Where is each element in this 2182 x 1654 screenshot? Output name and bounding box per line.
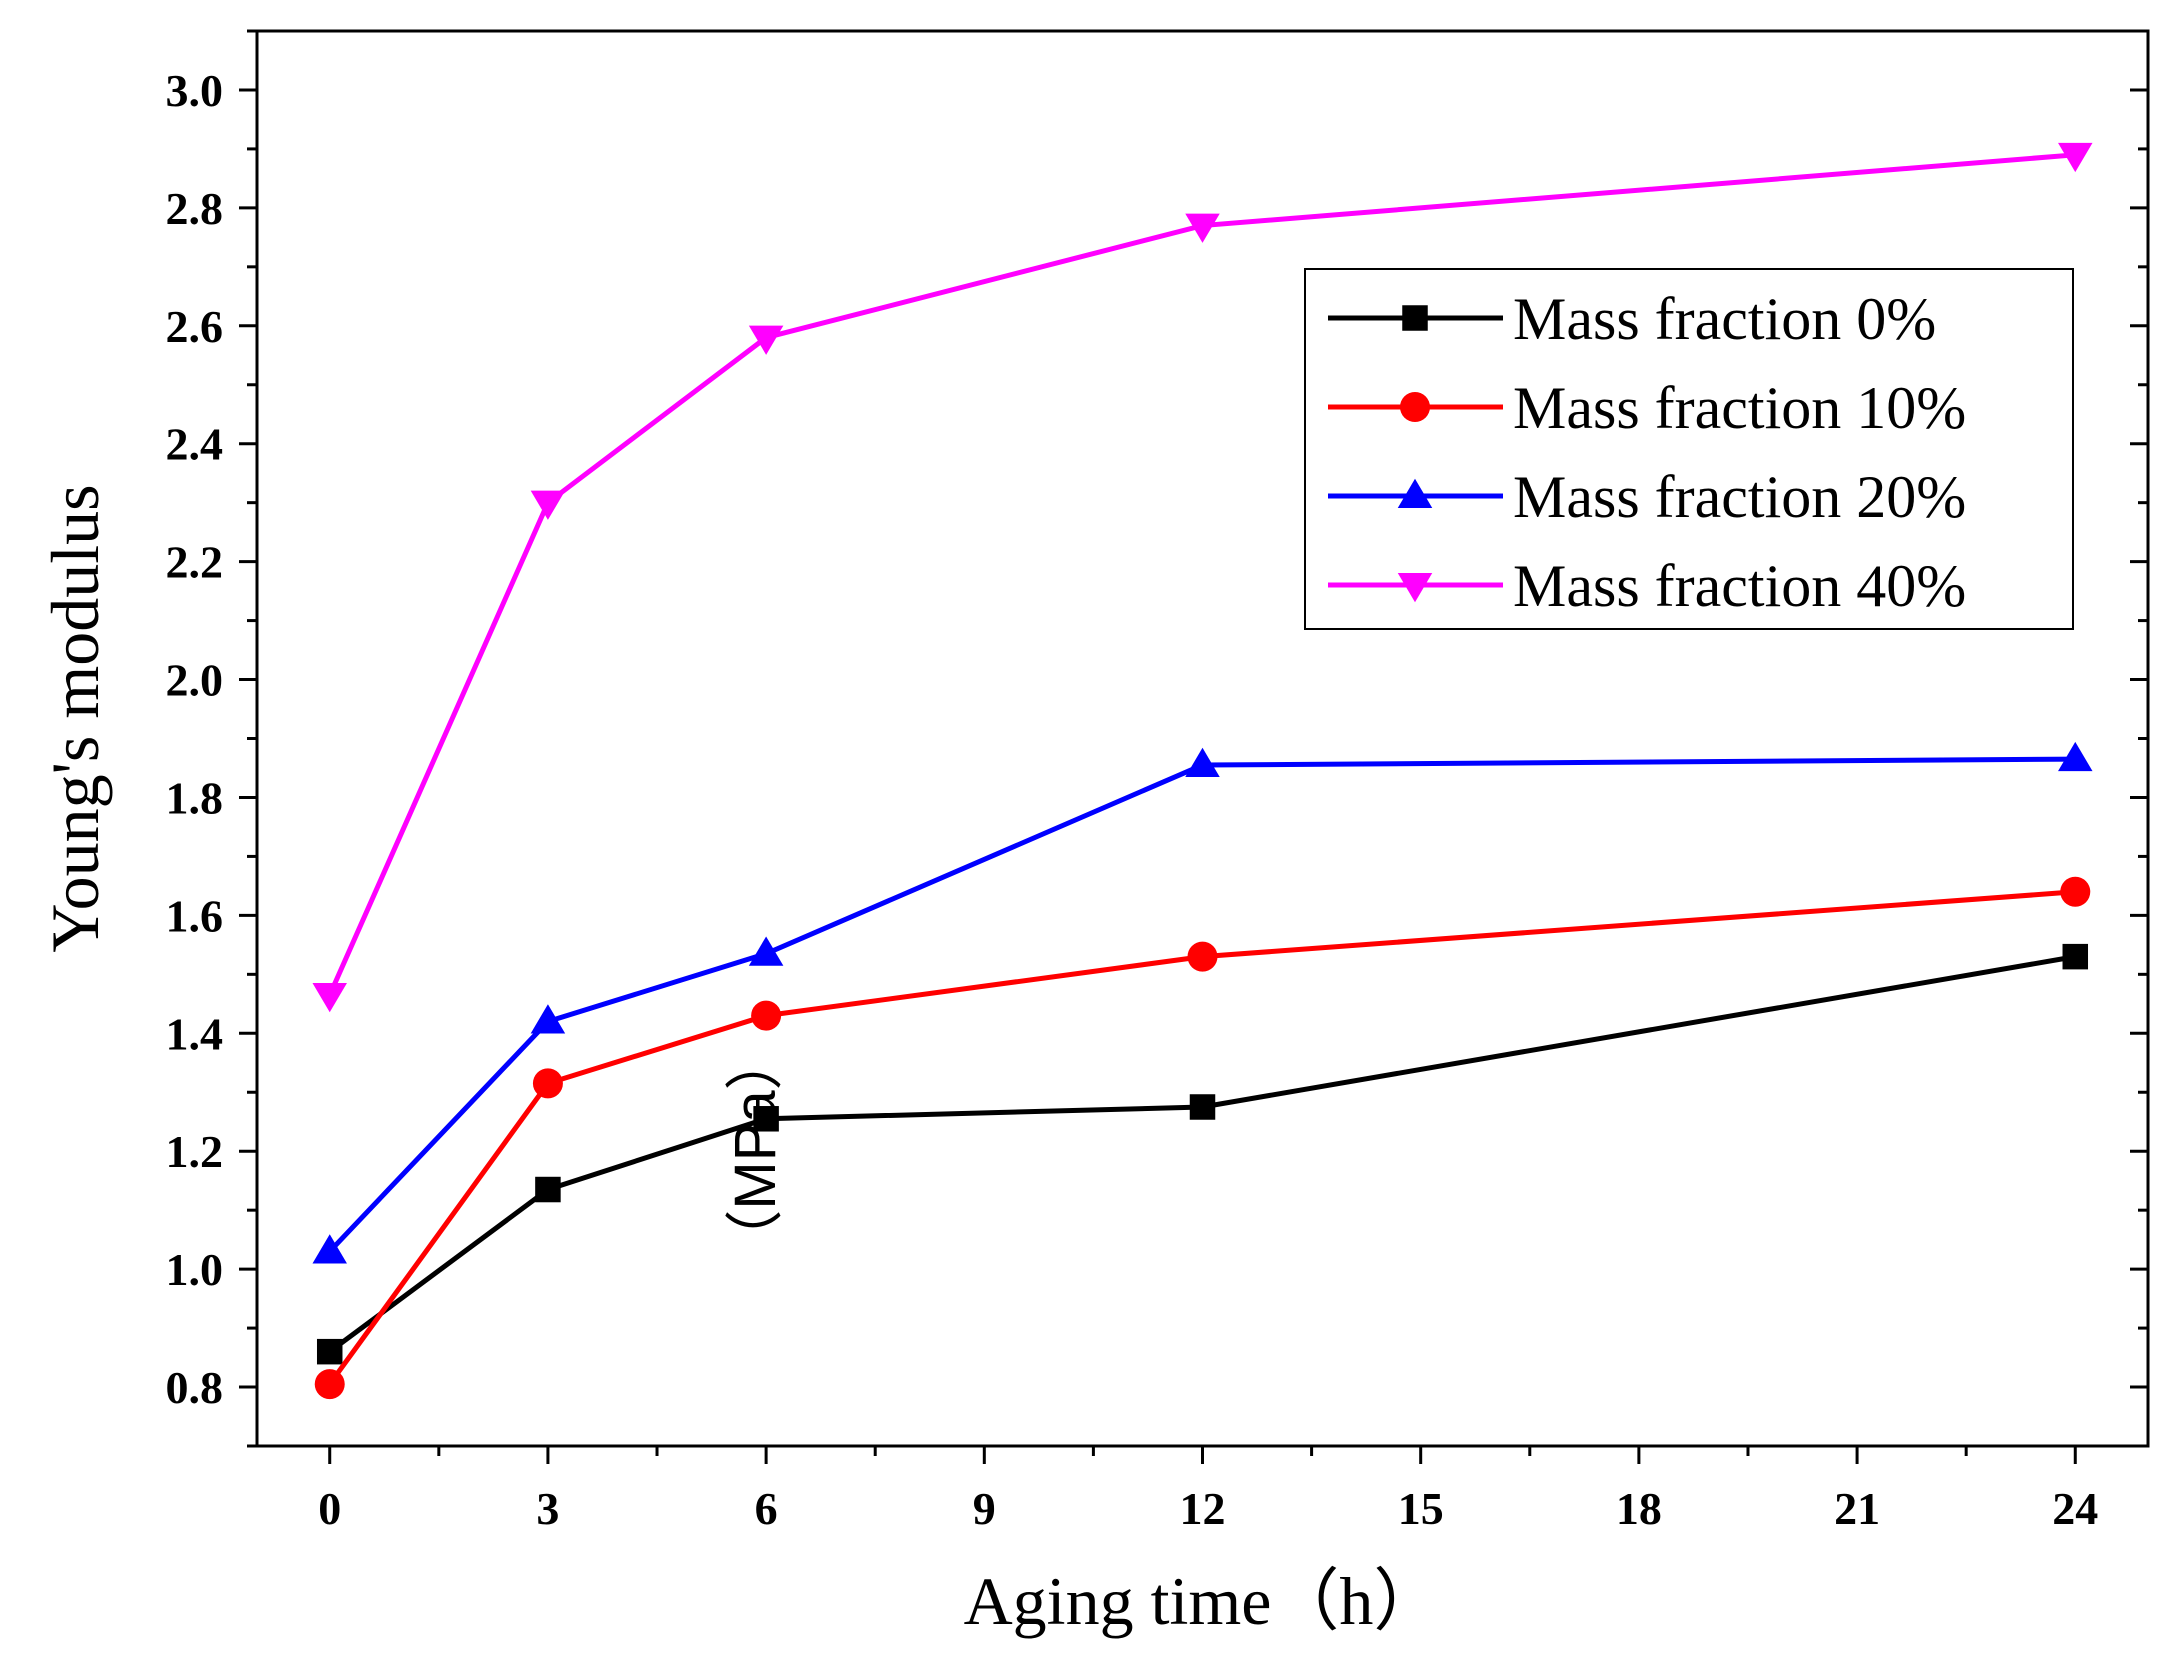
axis-ticks: 0 3 6 9 12 15 18 21 24 0.8 1.0 1.2 1.4 1.6 1.8 2.0 2.2 2.… [166,29,2148,1534]
plot-frame [255,29,2150,1448]
data-point [535,1176,561,1203]
legend-marker [1402,305,1428,331]
data-point [2062,943,2089,970]
data-point [748,936,784,966]
legend-marker [1397,478,1433,508]
data-point [1189,1094,1216,1120]
x-tick-label: 3 [536,1483,559,1534]
data-point [312,982,347,1013]
series-line [328,954,2076,1354]
data-point [753,1106,779,1132]
data-point [532,1068,563,1099]
legend-label: Mass fraction 10% [1513,375,1966,441]
data-point [751,1000,782,1031]
legend-label: Mass fraction 20% [1513,464,1966,530]
y-tick-label: 1.0 [166,1244,224,1295]
y-tick-label: 2.0 [166,655,224,706]
data-point [316,1338,343,1365]
data-point [312,1234,347,1264]
y-tick-label: 1.8 [166,772,224,823]
x-tick-label: 24 [2052,1483,2098,1534]
data-point [1185,747,1220,778]
x-tick-label: 15 [1398,1483,1444,1534]
data-point [530,490,566,520]
x-tick-label: 6 [755,1483,778,1534]
data-point [1185,213,1220,243]
x-tick-label: 0 [318,1483,341,1534]
legend-entry: Mass fraction 0% [1328,286,1936,352]
y-tick-label: 2.8 [166,183,224,234]
legend-box [1304,268,2074,630]
y-tick-label: 3.0 [166,65,224,116]
series-1 [314,876,2091,1400]
data-point [2060,876,2091,907]
legend-marker [1400,392,1430,422]
legend-label: Mass fraction 40% [1513,553,1966,619]
legend-entry: Mass fraction 40% [1328,553,1966,619]
legend-label: Mass fraction 0% [1513,286,1936,352]
series-group [312,142,2093,1400]
legend-entry: Mass fraction 10% [1328,375,1966,441]
legend: Mass fraction 0% Mass fraction 10% Mass fr… [1304,268,2074,630]
x-tick-label: 21 [1834,1483,1880,1534]
data-point [2058,741,2093,772]
legend-marker [1397,573,1433,603]
y-axis-title: Young's modulus [37,484,113,952]
y-axis-unit: （MPa） [723,1032,788,1267]
y-tick-label: 1.2 [166,1126,224,1177]
data-point [314,1369,345,1400]
data-point [2058,142,2093,173]
y-tick-label: 1.6 [166,890,224,941]
y-tick-label: 2.6 [166,301,224,352]
x-tick-label: 9 [973,1483,996,1534]
legend-entry: Mass fraction 20% [1328,464,1966,530]
data-point [748,325,784,355]
data-point [1187,941,1218,972]
series-2 [312,741,2093,1264]
data-point [530,1004,566,1034]
series-3 [312,142,2093,1013]
series-0 [316,943,2089,1365]
y-tick-label: 2.4 [166,419,224,470]
x-axis-title: Aging time（h） [964,1563,1442,1639]
y-tick-label: 0.8 [166,1362,224,1413]
y-tick-label: 1.4 [166,1008,224,1059]
x-tick-label: 12 [1180,1483,1226,1534]
x-tick-label: 18 [1616,1483,1662,1534]
y-tick-label: 2.2 [166,537,224,588]
